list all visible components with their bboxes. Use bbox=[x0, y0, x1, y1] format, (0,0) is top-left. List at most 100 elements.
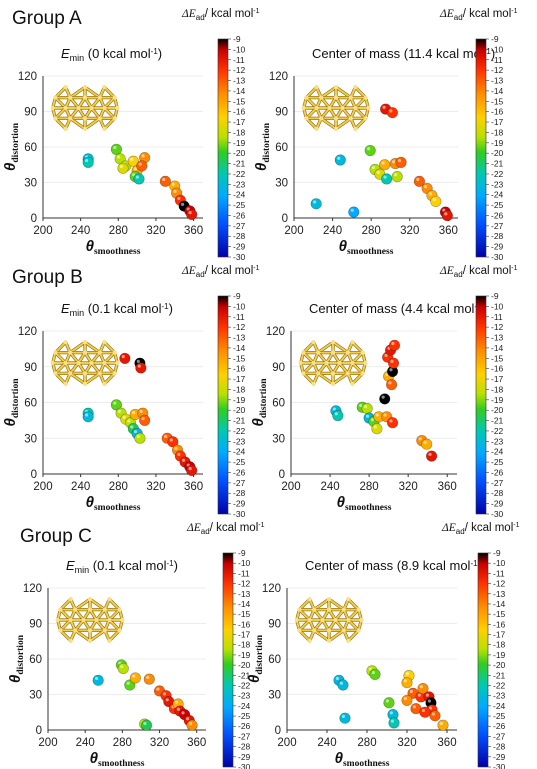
x-tick-label: 200 bbox=[284, 225, 303, 237]
colorbar-tick-label: -25 bbox=[493, 711, 506, 721]
x-tick-label: 280 bbox=[109, 225, 128, 237]
colorbar-label: ΔEad/ kcal mol-1 bbox=[181, 265, 260, 279]
cluster-illustration bbox=[50, 340, 120, 386]
colorbar-tick-label: -20 bbox=[491, 148, 504, 158]
colorbar-tick-label: -15 bbox=[238, 609, 251, 619]
colorbar-tick-label: -15 bbox=[233, 96, 246, 106]
point-highlight bbox=[133, 430, 138, 434]
point-highlight bbox=[113, 401, 117, 405]
y-tick-label: 90 bbox=[268, 619, 281, 631]
colorbar-tick-label: -19 bbox=[233, 138, 246, 148]
colorbar-tick-label: -28 bbox=[491, 231, 504, 241]
data-point bbox=[401, 694, 413, 707]
point-highlight bbox=[162, 177, 166, 182]
point-highlight bbox=[119, 164, 123, 169]
data-point bbox=[391, 170, 403, 183]
point-highlight bbox=[334, 412, 338, 416]
colorbar-tick-label: -29 bbox=[233, 499, 246, 509]
colorbar-tick-label: -11 bbox=[491, 312, 503, 322]
point-highlight bbox=[365, 414, 370, 418]
x-tick-label: 360 bbox=[187, 737, 206, 749]
colorbar-tick-label: -12 bbox=[233, 322, 246, 332]
y-tick-label: 60 bbox=[268, 654, 281, 666]
point-highlight bbox=[341, 714, 345, 718]
point-highlight bbox=[117, 409, 122, 414]
x-axis-label: θsmoothness bbox=[339, 238, 394, 257]
point-highlight bbox=[165, 698, 169, 702]
point-highlight bbox=[405, 672, 409, 676]
point-highlight bbox=[180, 202, 185, 206]
colorbar-tick-label: -25 bbox=[238, 711, 251, 721]
point-highlight bbox=[428, 452, 432, 456]
point-highlight bbox=[417, 693, 421, 697]
point-highlight bbox=[370, 418, 374, 422]
point-highlight bbox=[188, 467, 192, 471]
colorbar-tick-label: -26 bbox=[233, 467, 246, 477]
x-axis-label: θsmoothness bbox=[86, 494, 141, 513]
point-highlight bbox=[383, 413, 387, 417]
data-point bbox=[134, 432, 146, 444]
colorbar-tick-label: -23 bbox=[491, 179, 504, 189]
point-highlight bbox=[432, 198, 436, 202]
data-point bbox=[429, 710, 441, 722]
colorbar-tick-label: -15 bbox=[233, 353, 246, 363]
data-point bbox=[133, 173, 145, 185]
colorbar-tick-label: -22 bbox=[233, 169, 246, 179]
point-highlight bbox=[391, 341, 395, 346]
colorbar-tick-label: -13 bbox=[238, 589, 251, 599]
y-tick-label: 60 bbox=[272, 398, 285, 410]
x-tick-label: 360 bbox=[437, 737, 456, 749]
colorbar-tick-label: -13 bbox=[491, 76, 504, 86]
y-tick-label: 120 bbox=[266, 326, 285, 338]
point-highlight bbox=[423, 185, 428, 189]
point-highlight bbox=[444, 212, 448, 216]
y-axis-label: θdistortion bbox=[250, 378, 269, 427]
colorbar-tick-label: -20 bbox=[491, 405, 504, 415]
colorbar-tick-label: -12 bbox=[238, 579, 251, 589]
colorbar-tick-label: -10 bbox=[493, 558, 506, 568]
y-axis-label: θdistortion bbox=[2, 378, 21, 427]
x-tick-label: 320 bbox=[397, 737, 416, 749]
y-tick-label: 30 bbox=[29, 690, 42, 702]
y-axis-label: θdistortion bbox=[7, 634, 26, 683]
point-highlight bbox=[376, 170, 380, 175]
data-point bbox=[186, 464, 198, 477]
data-point bbox=[361, 402, 373, 415]
colorbar-tick-label: -22 bbox=[493, 680, 506, 690]
point-highlight bbox=[416, 177, 420, 182]
x-axis-label: θsmoothness bbox=[337, 494, 392, 513]
point-highlight bbox=[136, 359, 140, 363]
colorbar-tick-label: -14 bbox=[233, 86, 246, 96]
x-tick-label: 360 bbox=[438, 481, 457, 493]
data-point bbox=[92, 674, 104, 686]
data-point bbox=[369, 668, 381, 680]
panel-title: Emin (0.1 kcal mol-1) bbox=[66, 558, 178, 575]
colorbar-tick-label: -30 bbox=[491, 252, 504, 262]
colorbar-tick-label: -21 bbox=[493, 670, 506, 680]
point-highlight bbox=[394, 173, 398, 177]
point-highlight bbox=[141, 416, 145, 421]
data-point bbox=[186, 719, 198, 731]
y-axis-label: θdistortion bbox=[253, 122, 272, 171]
colorbar-tick-label: -9 bbox=[233, 34, 241, 44]
colorbar-tick-label: -21 bbox=[491, 159, 504, 169]
point-highlight bbox=[428, 192, 432, 196]
point-highlight bbox=[412, 705, 416, 709]
y-tick-label: 30 bbox=[268, 690, 281, 702]
point-highlight bbox=[337, 156, 341, 160]
point-highlight bbox=[171, 182, 175, 186]
x-tick-label: 240 bbox=[76, 737, 95, 749]
point-highlight bbox=[423, 440, 427, 445]
colorbar-tick-label: -17 bbox=[233, 374, 246, 384]
point-highlight bbox=[84, 413, 89, 417]
point-highlight bbox=[403, 679, 407, 683]
colorbar-tick-label: -28 bbox=[238, 742, 251, 752]
y-tick-label: 30 bbox=[275, 178, 288, 190]
point-highlight bbox=[94, 676, 99, 681]
colorbar-tick-label: -25 bbox=[233, 200, 246, 210]
data-point bbox=[401, 677, 413, 689]
scatter-panel: Center of mass (11.4 kcal mol-1) 200 240 28… bbox=[253, 8, 518, 262]
colorbar-tick-label: -16 bbox=[493, 619, 506, 629]
colorbar-label: ΔEad/ kcal mol-1 bbox=[439, 265, 518, 279]
colorbar-tick-label: -26 bbox=[233, 210, 246, 220]
